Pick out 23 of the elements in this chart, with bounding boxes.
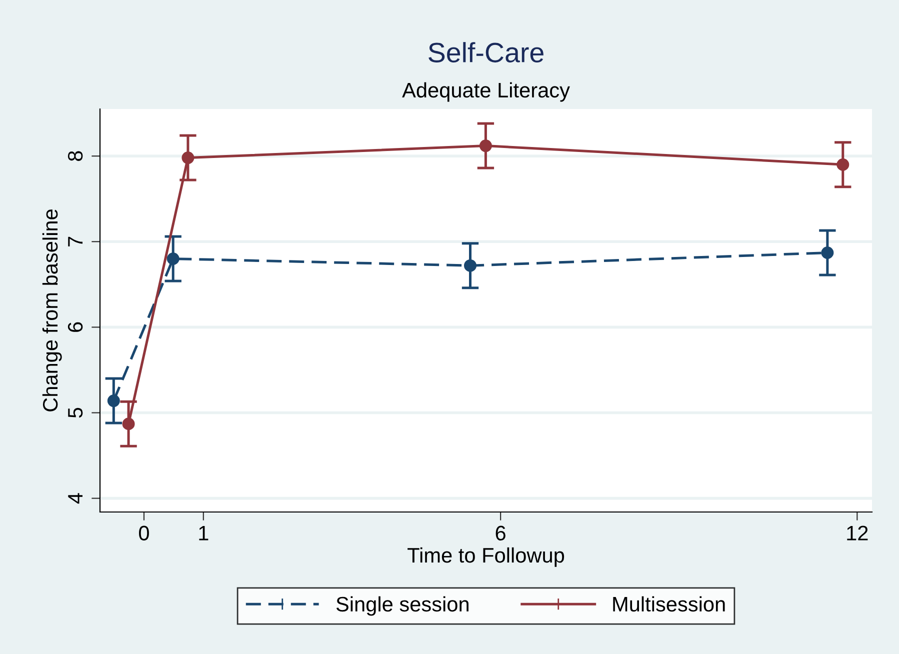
x-tick-label: 1 [199, 526, 208, 540]
point [166, 252, 180, 265]
legend-label: Multisession [613, 596, 725, 612]
x-tick-label: 6 [496, 526, 506, 540]
y-tick-label: 7 [68, 236, 82, 246]
point [122, 418, 135, 430]
point [479, 140, 492, 152]
y-tick-label: 8 [68, 151, 83, 161]
point [836, 158, 850, 171]
point [182, 152, 194, 164]
point [821, 246, 834, 259]
x-axis-title: Time to Followup [408, 547, 564, 567]
point [464, 259, 476, 272]
point [107, 394, 120, 408]
y-tick-label: 6 [68, 322, 83, 332]
chart-subtitle: Adequate Literacy [402, 82, 570, 102]
y-tick-label: 4 [68, 493, 82, 504]
x-tick-label: 12 [847, 526, 868, 540]
x-tick-label: 0 [139, 526, 149, 540]
legend-label: Single session [336, 596, 468, 616]
y-axis-title: Change from baseline [42, 210, 62, 412]
chart-title: Self-Care [428, 42, 544, 62]
y-tick-label: 5 [68, 408, 83, 418]
